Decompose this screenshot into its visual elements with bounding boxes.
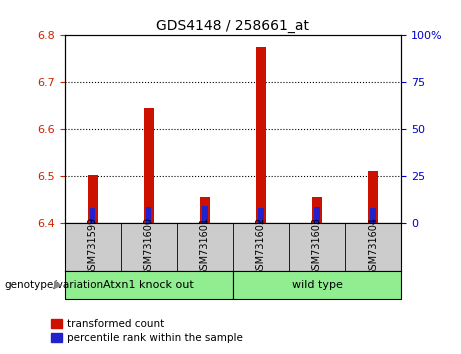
Text: Atxn1 knock out: Atxn1 knock out bbox=[103, 280, 194, 290]
Text: GSM731599: GSM731599 bbox=[88, 217, 98, 276]
Bar bbox=[88, 175, 98, 223]
Bar bbox=[144, 108, 154, 223]
Text: wild type: wild type bbox=[291, 280, 343, 290]
FancyBboxPatch shape bbox=[65, 271, 233, 299]
FancyBboxPatch shape bbox=[233, 271, 401, 299]
Legend: transformed count, percentile rank within the sample: transformed count, percentile rank withi… bbox=[51, 319, 243, 343]
Bar bbox=[256, 47, 266, 223]
Bar bbox=[258, 208, 264, 223]
Bar bbox=[314, 207, 320, 223]
Text: GSM731601: GSM731601 bbox=[200, 217, 210, 276]
Bar bbox=[370, 207, 376, 223]
Bar bbox=[146, 207, 152, 223]
Bar bbox=[90, 208, 95, 223]
Text: GSM731603: GSM731603 bbox=[312, 217, 322, 276]
Bar bbox=[202, 206, 207, 223]
Title: GDS4148 / 258661_at: GDS4148 / 258661_at bbox=[156, 19, 309, 33]
Bar bbox=[312, 197, 322, 223]
Bar bbox=[368, 171, 378, 223]
Text: ▶: ▶ bbox=[54, 280, 63, 290]
Bar bbox=[200, 197, 210, 223]
Text: GSM731602: GSM731602 bbox=[256, 217, 266, 276]
Text: genotype/variation: genotype/variation bbox=[5, 280, 104, 290]
Text: GSM731604: GSM731604 bbox=[368, 217, 378, 276]
Text: GSM731600: GSM731600 bbox=[144, 217, 154, 276]
